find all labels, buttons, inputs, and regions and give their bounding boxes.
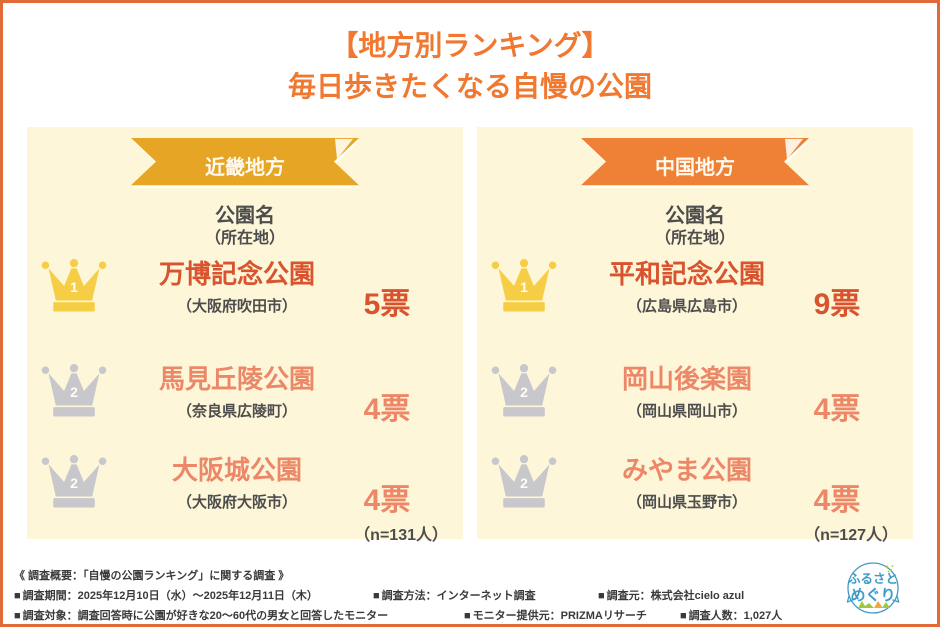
svg-text:ふるさと: ふるさと — [848, 572, 898, 586]
svg-text:めぐり: めぐり — [850, 587, 895, 604]
svg-text:2: 2 — [520, 384, 528, 400]
svg-text:1: 1 — [70, 279, 78, 295]
svg-text:2: 2 — [70, 475, 78, 491]
svg-text:2: 2 — [70, 384, 78, 400]
svg-text:1: 1 — [520, 279, 528, 295]
svg-text:2: 2 — [520, 475, 528, 491]
